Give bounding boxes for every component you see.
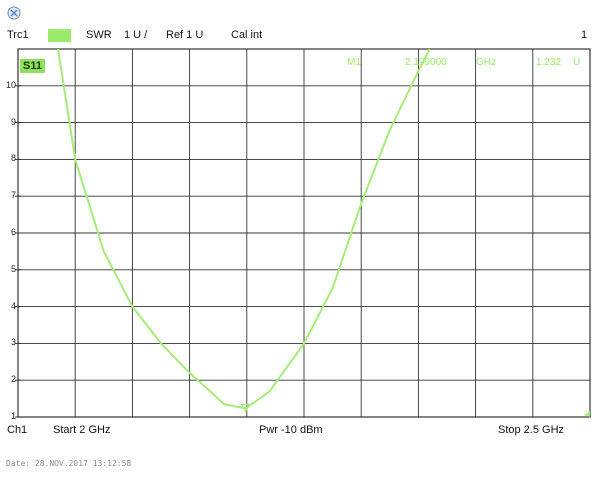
marker-name: M1 [347, 57, 361, 68]
y-tick-label: 3 [10, 337, 16, 348]
y-tick-label: 8 [10, 153, 16, 164]
marker-m1-symbol [240, 403, 251, 413]
y-tick-label: 4 [10, 300, 16, 311]
power-level: Pwr -10 dBm [259, 424, 323, 436]
trace-param-badge[interactable]: S11 [48, 29, 72, 42]
y-tick-label: 6 [10, 227, 16, 237]
channel-number: 1 [581, 29, 588, 41]
rs-logo-icon [7, 6, 21, 20]
marker-frequency-unit: GHz [476, 57, 496, 68]
y-tick-label: 7 [10, 190, 16, 201]
stop-frequency: Stop 2.5 GHz [498, 424, 565, 436]
timestamp: Date: 28.NOV.2017 13:12:58 [6, 459, 132, 468]
s11-trace-label: S11 [20, 59, 45, 73]
marker-value-unit: U [573, 57, 581, 68]
format-label: SWR [86, 29, 112, 41]
y-tick-label: 10 [5, 79, 16, 90]
y-tick-label: 1 [10, 411, 16, 421]
trace-name: Trc1 [7, 29, 29, 41]
start-frequency: Start 2 GHz [53, 424, 111, 436]
marker-value: 1.232 [536, 57, 562, 68]
y-tick-label: 5 [10, 263, 16, 274]
scale-label: 1 U / [124, 29, 148, 41]
cal-label: Cal int [231, 29, 263, 41]
channel-label: Ch1 [7, 424, 28, 436]
ref-label: Ref 1 U [166, 29, 204, 41]
swr-trace-line [57, 48, 431, 410]
marker-frequency: 2.199000 [405, 57, 447, 68]
y-tick-label: 2 [10, 374, 16, 385]
y-tick-label: 9 [10, 116, 16, 127]
stop-edge-marker [584, 411, 590, 417]
